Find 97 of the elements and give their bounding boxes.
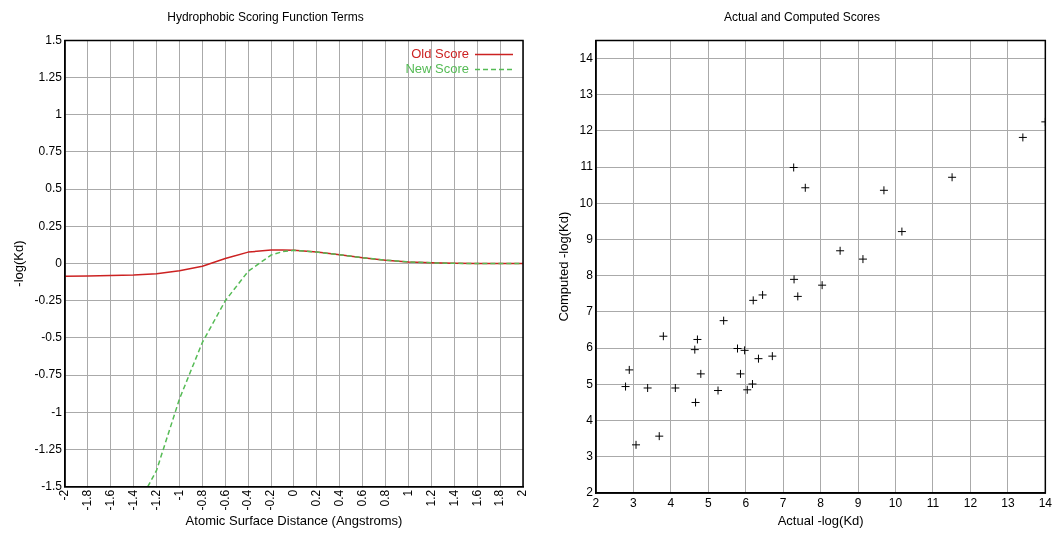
point (691, 397, 701, 407)
y-tick-label: 5 (586, 376, 594, 391)
y-tick-label: -0.25 (34, 293, 63, 308)
point (621, 382, 631, 392)
x-tick-label: 2 (515, 489, 530, 497)
x-tick-label: 3 (630, 495, 638, 510)
point (740, 345, 750, 355)
x-tick-label: -0.4 (240, 489, 255, 511)
point (789, 162, 799, 172)
x-tick-label: 1.4 (446, 489, 461, 507)
x-tick-label: -2 (57, 489, 72, 501)
y-tick-label: -0.5 (41, 330, 63, 345)
point (800, 183, 810, 193)
point (696, 369, 706, 379)
point (643, 383, 653, 393)
y-tick-label: 0 (55, 255, 63, 270)
x-tick-label: 9 (854, 495, 862, 510)
x-tick-label: -1.4 (125, 489, 140, 511)
y-tick-label: 0.25 (38, 218, 63, 233)
x-tick-label: 1.8 (492, 489, 507, 507)
point (897, 227, 907, 237)
x-tick-label: 1 (400, 489, 415, 497)
x-tick-label: 4 (667, 495, 675, 510)
point (670, 383, 680, 393)
y-tick-label: 11 (580, 159, 594, 174)
point (692, 334, 702, 344)
y-tick-label: 7 (586, 304, 594, 319)
x-tick-label: 8 (817, 495, 825, 510)
point (789, 274, 799, 284)
chart-title: Hydrophobic Scoring Function Terms (167, 9, 364, 24)
y-tick-label: 9 (586, 231, 594, 246)
x-tick-label: 13 (1001, 495, 1015, 510)
x-tick-label: 1.2 (423, 489, 438, 507)
y-tick-label: 0.75 (38, 144, 63, 159)
y-tick-label: -1 (51, 404, 63, 419)
point (817, 280, 827, 290)
x-tick-label: -1.2 (148, 489, 163, 511)
point (747, 379, 757, 389)
chart-title: Actual and Computed Scores (723, 9, 881, 24)
x-tick-label: 0.4 (332, 489, 347, 507)
x-tick-label: -1.6 (103, 489, 118, 511)
point (793, 291, 803, 301)
point (631, 440, 641, 450)
y-axis-title: -log(Kd) (11, 240, 27, 287)
x-tick-label: 12 (963, 495, 978, 510)
y-tick-label: 6 (586, 340, 594, 355)
point (736, 369, 745, 379)
point (719, 316, 729, 326)
x-tick-label: -0.6 (217, 489, 232, 511)
point (858, 254, 868, 264)
point (742, 385, 752, 395)
point (690, 345, 700, 355)
x-axis-title: Atomic Surface Distance (Angstroms) (185, 512, 403, 528)
y-tick-label: 12 (579, 123, 594, 138)
x-tick-label: 7 (779, 495, 787, 510)
x-tick-label: 5 (704, 495, 712, 510)
y-tick-label: -1.25 (34, 441, 63, 456)
x-tick-label: 0.8 (377, 489, 392, 507)
y-tick-label: 14 (579, 50, 594, 65)
y-tick-label: 1.25 (38, 69, 63, 84)
point (835, 246, 845, 256)
x-tick-label: -1 (171, 489, 186, 501)
point (713, 386, 723, 396)
x-tick-label: -1.8 (80, 489, 95, 511)
y-tick-label: 10 (579, 195, 594, 210)
x-tick-label: 11 (926, 495, 940, 510)
x-tick-label: -0.8 (194, 489, 209, 511)
y-tick-label: -0.75 (34, 367, 63, 382)
x-tick-label: 0.2 (309, 489, 324, 507)
point (624, 365, 634, 375)
point (748, 295, 758, 305)
x-tick-label: 0.6 (355, 489, 369, 507)
y-tick-label: 0.5 (45, 181, 63, 196)
y-tick-label: 4 (586, 412, 594, 427)
point (758, 290, 768, 300)
y-tick-label: 1.5 (45, 32, 63, 47)
point (767, 351, 777, 361)
x-axis-title: Actual -log(Kd) (777, 512, 864, 528)
y-axis-title: Computed -log(Kd) (556, 211, 572, 322)
x-tick-label: -0.2 (263, 489, 278, 511)
x-tick-label: 10 (888, 495, 903, 510)
x-tick-label: 6 (742, 495, 750, 510)
y-tick-label: 8 (586, 268, 594, 283)
legend-label: New Score (405, 60, 469, 76)
point (947, 172, 957, 182)
x-tick-label: 0 (286, 489, 301, 497)
y-tick-label: 13 (579, 87, 594, 102)
y-tick-label: 3 (586, 449, 594, 464)
y-tick-label: 1 (55, 107, 63, 122)
x-tick-label: 14 (1038, 495, 1053, 510)
point (1018, 132, 1028, 142)
x-tick-label: 1.6 (469, 489, 484, 507)
point (658, 331, 668, 341)
legend-label: Old Score (411, 45, 469, 61)
point (879, 185, 889, 195)
point (753, 354, 763, 364)
point (654, 431, 664, 441)
